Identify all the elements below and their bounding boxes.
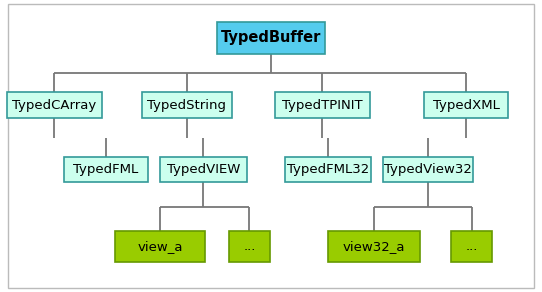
Text: ...: ... — [466, 240, 478, 253]
Text: TypedBuffer: TypedBuffer — [221, 30, 321, 46]
Text: TypedFML: TypedFML — [73, 163, 138, 176]
FancyBboxPatch shape — [142, 92, 231, 118]
FancyBboxPatch shape — [384, 157, 473, 182]
FancyBboxPatch shape — [229, 231, 270, 262]
FancyBboxPatch shape — [451, 231, 492, 262]
Text: TypedView32: TypedView32 — [384, 163, 472, 176]
FancyBboxPatch shape — [424, 92, 508, 118]
Text: TypedFML32: TypedFML32 — [287, 163, 369, 176]
Text: ...: ... — [243, 240, 255, 253]
FancyBboxPatch shape — [7, 92, 102, 118]
Text: TypedCArray: TypedCArray — [12, 99, 96, 112]
FancyBboxPatch shape — [115, 231, 204, 262]
FancyBboxPatch shape — [160, 157, 247, 182]
Text: TypedString: TypedString — [147, 99, 227, 112]
Text: view32_a: view32_a — [343, 240, 405, 253]
FancyBboxPatch shape — [64, 157, 147, 182]
Text: TypedXML: TypedXML — [433, 99, 500, 112]
Text: view_a: view_a — [137, 240, 183, 253]
FancyBboxPatch shape — [275, 92, 370, 118]
FancyBboxPatch shape — [285, 157, 371, 182]
Text: TypedTPINIT: TypedTPINIT — [282, 99, 363, 112]
Text: TypedVIEW: TypedVIEW — [166, 163, 240, 176]
FancyBboxPatch shape — [328, 231, 420, 262]
FancyBboxPatch shape — [217, 22, 325, 54]
